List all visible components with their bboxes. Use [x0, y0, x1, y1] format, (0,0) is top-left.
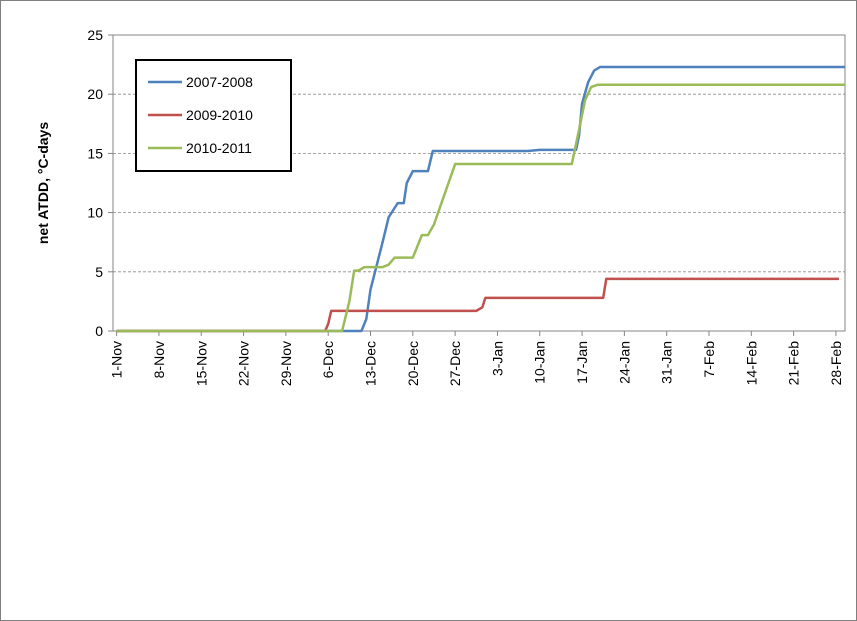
- x-tick-label: 31-Jan: [659, 341, 675, 384]
- y-tick-label: 5: [95, 264, 103, 280]
- y-tick-label: 25: [87, 27, 103, 43]
- x-tick-label: 14-Feb: [743, 341, 759, 386]
- x-tick-label: 24-Jan: [616, 341, 632, 384]
- x-tick-label: 28-Feb: [828, 341, 844, 386]
- x-tick-label: 21-Feb: [786, 341, 802, 386]
- y-axis-label: net ATDD, °C-days: [35, 122, 51, 244]
- x-tick-label: 17-Jan: [574, 341, 590, 384]
- y-tick-label: 10: [87, 205, 103, 221]
- x-tick-label: 10-Jan: [532, 341, 548, 384]
- legend-label: 2007-2008: [186, 74, 253, 90]
- y-tick-label: 15: [87, 145, 103, 161]
- x-tick-label: 6-Dec: [320, 341, 336, 378]
- series-line: [116, 83, 845, 333]
- x-tick-label: 27-Dec: [447, 341, 463, 386]
- series-line: [116, 65, 845, 333]
- x-tick-label: 7-Feb: [701, 341, 717, 378]
- x-tick-label: 3-Jan: [489, 341, 505, 376]
- y-tick-label: 20: [87, 86, 103, 102]
- x-tick-label: 20-Dec: [405, 341, 421, 386]
- legend-label: 2009-2010: [186, 107, 253, 123]
- x-tick-label: 15-Nov: [193, 341, 209, 386]
- plot-border: [112, 34, 846, 332]
- x-tick-label: 13-Dec: [362, 341, 378, 386]
- x-tick-label: 22-Nov: [236, 341, 252, 386]
- x-tick-label: 1-Nov: [109, 341, 125, 378]
- legend-label: 2010-2011: [186, 140, 252, 156]
- series-line: [116, 277, 839, 333]
- x-tick-label: 29-Nov: [278, 341, 294, 386]
- x-tick-label: 8-Nov: [151, 341, 167, 378]
- y-tick-label: 0: [95, 323, 103, 339]
